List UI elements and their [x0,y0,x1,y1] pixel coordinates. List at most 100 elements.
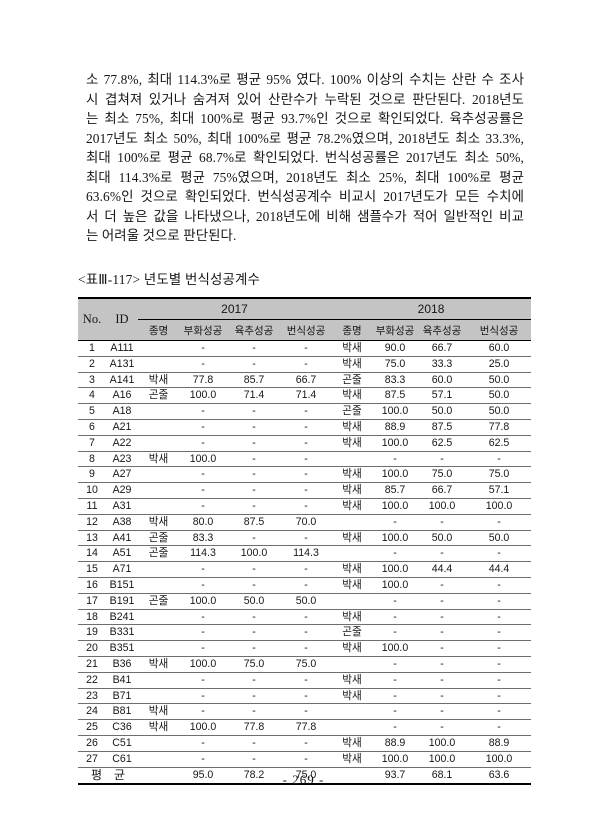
table-cell: 박새 [331,482,374,499]
table-cell: - [179,340,227,357]
table-row: 22 B41- - - 박새 - - - [78,672,532,689]
table-cell: A111 [106,340,138,357]
table-cell: - [467,609,532,626]
table-cell: - [227,609,281,626]
table-cell: - [417,545,468,563]
table-cell: - [373,672,418,689]
table-cell: 114.3 [281,545,332,563]
table-cell: - [179,403,227,420]
table-cell: 13 [78,530,106,547]
table-cell: 100.0 [373,577,418,594]
table-cell: 박새 [138,451,179,468]
table-cell: 박새 [331,419,374,436]
table-cell: A141 [106,372,138,389]
table-cell: - [373,656,418,673]
table-cell: - [179,577,227,594]
header-species-2017: 종명 [138,319,179,341]
paragraph-line: 최대 100%로 평균 68.7%로 확인되었다. 번식성공률은 2017년도 … [86,150,524,166]
table-cell: - [281,435,332,452]
table-cell [138,640,179,657]
paragraph-line: 시 겹쳐져 있거나 숨겨져 있어 산란수가 누락된 것으로 판단된다. 2018… [86,91,524,107]
table-cell: C51 [106,735,138,752]
paragraph-line: 소 77.8%, 최대 114.3%로 평균 95% 였다. 100% 이상의 … [86,72,524,87]
table-cell: - [227,751,281,768]
table-row: 9 A27- - - 박새 100.0 75.0 75.0 [78,466,532,484]
table-cell: 75.0 [417,466,468,484]
header-species-2018: 종명 [331,319,374,341]
table-cell: 4 [78,387,106,405]
table-cell: 10 [78,482,106,499]
table-cell: B241 [106,609,138,626]
table-cell: 100.0 [417,735,468,752]
table-cell: 100.0 [417,751,468,768]
table-cell: - [467,703,532,721]
table-cell: 18 [78,609,106,626]
table-cell: 평 균 [78,766,138,784]
table-cell: 100.0 [179,593,227,610]
table-cell: 77.8 [467,419,532,436]
table-cell: 박새 [138,514,179,531]
table-cell: - [281,672,332,689]
table-cell: 114.3 [179,545,227,563]
table-cell [138,751,179,768]
header-year-2017: 2017 [138,298,332,320]
table-cell: A23 [106,451,138,468]
table-cell: 75.0 [227,656,281,673]
table-cell: - [373,545,418,563]
table-cell: 박새 [331,609,374,626]
table-cell: - [281,735,332,752]
table-cell: 95.0 [179,766,227,784]
table-cell: A22 [106,435,138,452]
table-cell: 62.5 [467,435,532,452]
table-cell: - [417,451,468,468]
table-cell: - [179,498,227,515]
table-cell: 박새 [331,688,374,705]
table-cell: 85.7 [373,482,418,499]
table-cell: 100.0 [373,751,418,768]
table-cell: - [417,593,468,610]
table-cell: A31 [106,498,138,515]
table-cell: 7 [78,435,106,452]
table-cell: 박새 [138,656,179,673]
table-cell: 66.7 [281,372,332,389]
table-cell: C36 [106,719,138,736]
header-breed-2017: 번식성공 [281,319,332,341]
table-cell: 3 [78,372,106,389]
table-cell: 박새 [331,466,374,484]
table-cell: A21 [106,419,138,436]
table-cell: - [281,482,332,499]
table-cell: 100.0 [227,545,281,563]
table-cell: - [227,561,281,578]
table-cell: - [373,719,418,736]
table-cell: - [179,703,227,721]
table-cell: 100.0 [417,498,468,515]
table-cell: 박새 [331,751,374,768]
page-number: - 269 - [282,772,325,787]
table-cell [331,545,374,563]
table-cell [138,435,179,452]
table-cell: 22 [78,672,106,689]
table-cell: 17 [78,593,106,610]
table-cell: 100.0 [373,403,418,420]
table-cell: 박새 [331,340,374,357]
table-row: 27 C61- - - 박새 100.0 100.0 100.0 [78,751,532,768]
table-cell: 박새 [331,672,374,689]
table-cell: 27 [78,751,106,768]
table-cell: - [467,451,532,468]
table-body: 1 A111- - - 박새 90.0 66.7 60.0 2 A131- - - 박새 75.0 33.3… [78,340,532,784]
table-cell: - [373,688,418,705]
table-row: 24 B81 박새 - - - - - - [78,703,532,721]
table-cell: 100.0 [179,656,227,673]
table-cell: 77.8 [179,372,227,389]
table-cell: 57.1 [417,387,468,405]
table-cell: - [227,530,281,547]
table-cell: - [281,498,332,515]
table-cell: B351 [106,640,138,657]
table-cell: - [373,514,418,531]
table-row: 7 A22- - - 박새 100.0 62.5 62.5 [78,435,532,452]
table-cell: - [467,624,532,642]
table-cell: 100.0 [373,640,418,657]
table-cell: 11 [78,498,106,515]
table-row: 3 A141 박새 77.8 85.7 66.7 곤줄 83.3 60.0 50.0 [78,372,532,389]
table-cell [138,561,179,578]
